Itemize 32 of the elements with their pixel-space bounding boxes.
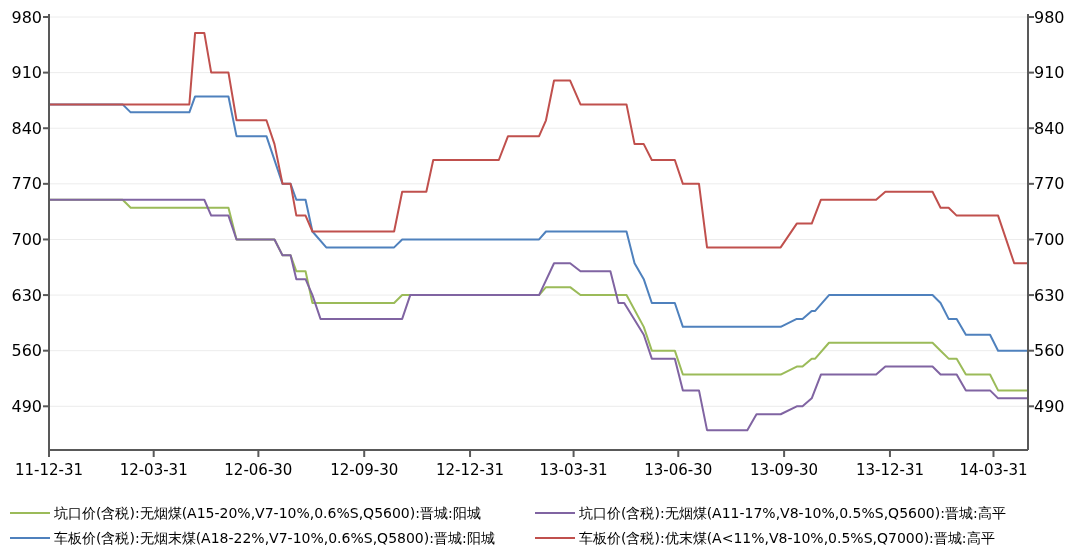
x-tick-label: 13-09-30 bbox=[750, 461, 819, 479]
y2-tick-label: 770 bbox=[1034, 174, 1065, 194]
y-tick-label: 700 bbox=[11, 230, 42, 250]
x-tick-label: 13-03-31 bbox=[539, 461, 608, 479]
x-tick-label: 13-12-31 bbox=[855, 461, 924, 479]
line-series bbox=[48, 31, 1029, 265]
x-tick-label: 11-12-31 bbox=[14, 461, 84, 479]
y-tick-label: 980 bbox=[11, 7, 42, 27]
x-tick-label: 12-03-31 bbox=[119, 461, 188, 479]
y-tick-label: 910 bbox=[11, 63, 42, 83]
y2-tick-label: 700 bbox=[1034, 230, 1065, 250]
y2-tick-label: 980 bbox=[1034, 7, 1065, 27]
legend-label: 车板价(含税):优末煤(A<11%,V8-10%,0.5%S,Q7000):晋城:高平 bbox=[579, 529, 995, 546]
y-tick-label: 490 bbox=[11, 396, 42, 416]
x-tick-label: 12-09-30 bbox=[330, 461, 399, 479]
x-tick-label: 14-03-31 bbox=[959, 461, 1028, 479]
y-tick-label: 770 bbox=[11, 174, 42, 194]
y-tick-label: 560 bbox=[11, 341, 42, 361]
legend-label: 坑口价(含税):无烟煤(A11-17%,V8-10%,0.5%S,Q5600):晋城:高平 bbox=[578, 504, 1006, 521]
y2-tick-label: 910 bbox=[1034, 63, 1065, 83]
y-tick-label: 840 bbox=[11, 118, 42, 138]
y2-tick-label: 840 bbox=[1034, 118, 1065, 138]
y2-tick-label: 560 bbox=[1034, 341, 1065, 361]
x-tick-label: 12-06-30 bbox=[224, 461, 293, 479]
y-tick-label: 630 bbox=[11, 285, 42, 305]
legend-label: 车板价(含税):无烟末煤(A18-22%,V7-10%,0.6%S,Q5800):晋城:阳城 bbox=[54, 529, 495, 546]
y2-tick-label: 490 bbox=[1034, 396, 1065, 416]
line-series bbox=[48, 198, 1029, 432]
x-tick-label: 13-06-30 bbox=[644, 461, 713, 479]
y2-tick-label: 630 bbox=[1034, 285, 1065, 305]
legend-label: 坑口价(含税):无烟煤(A15-20%,V7-10%,0.6%S,Q5600):晋城:阳城 bbox=[53, 504, 481, 521]
x-tick-label: 12-12-31 bbox=[436, 461, 505, 479]
